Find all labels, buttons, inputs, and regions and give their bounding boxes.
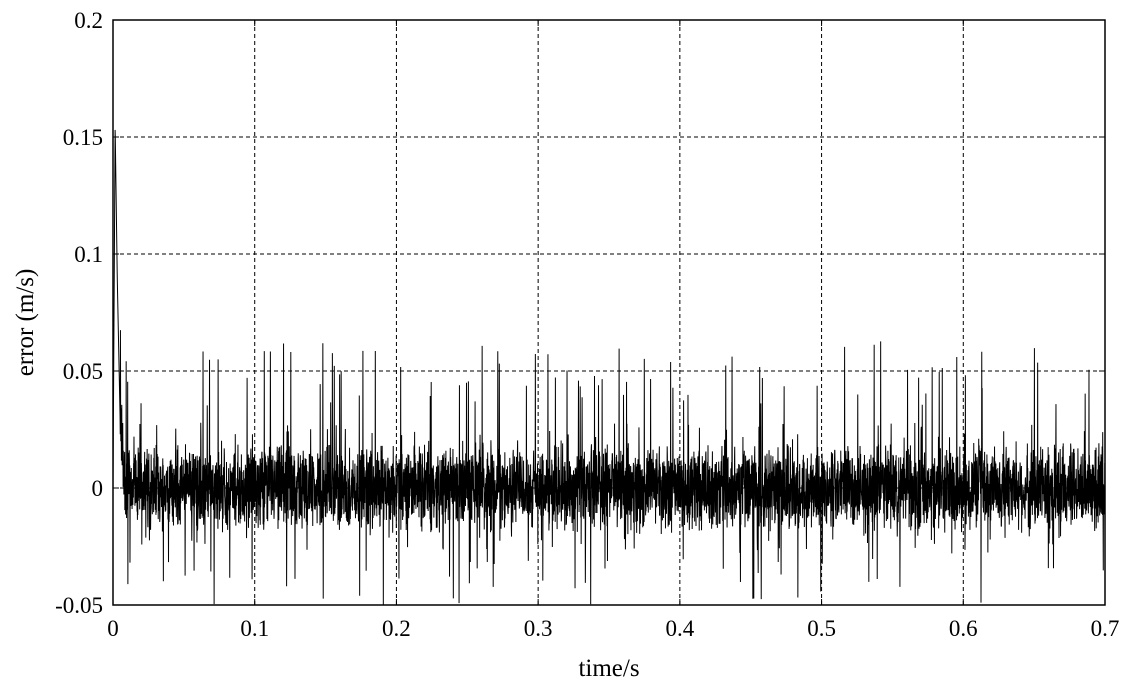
x-axis-label: time/s — [578, 655, 639, 682]
x-tick-label: 0.3 — [524, 616, 553, 641]
y-axis-label: error (m/s) — [12, 269, 39, 377]
error-series — [112, 129, 1106, 605]
y-tick-label: 0.2 — [74, 8, 103, 33]
plot-frame — [112, 19, 1106, 606]
x-axis-ticks: 0 0.1 0.2 0.3 0.4 0.5 0.6 0.7 — [107, 20, 1119, 641]
y-tick-label: -0.05 — [55, 593, 103, 618]
y-axis-ticks: -0.05 0 0.05 0.1 0.15 0.2 — [55, 8, 1105, 618]
x-tick-label: 0.7 — [1091, 616, 1120, 641]
x-tick-label: 0.4 — [665, 616, 694, 641]
x-tick-label: 0 — [107, 616, 119, 641]
y-tick-label: 0.1 — [74, 242, 103, 267]
error-line — [112, 129, 1106, 605]
y-tick-label: 0.15 — [63, 125, 103, 150]
x-tick-label: 0.2 — [382, 616, 411, 641]
y-tick-label: 0.05 — [63, 359, 103, 384]
x-tick-label: 0.1 — [240, 616, 269, 641]
x-tick-label: 0.6 — [949, 616, 978, 641]
y-tick-label: 0 — [92, 476, 104, 501]
x-tick-label: 0.5 — [807, 616, 836, 641]
